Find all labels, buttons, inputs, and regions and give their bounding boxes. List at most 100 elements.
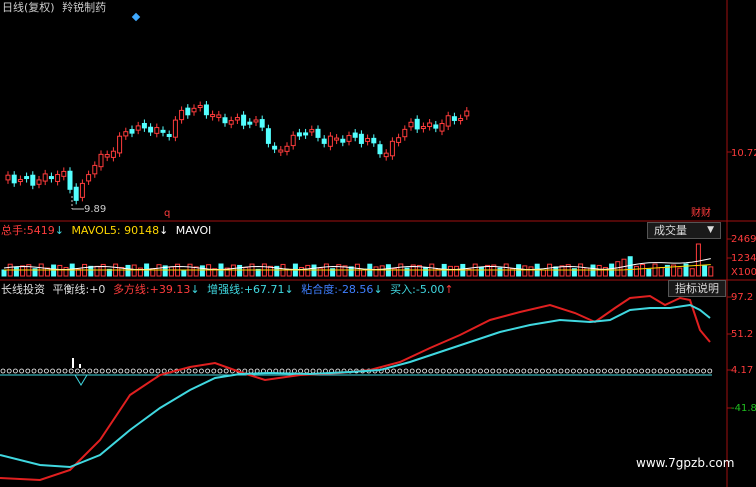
price-axis-label: 10.72 bbox=[731, 148, 756, 159]
candle-body bbox=[259, 119, 265, 128]
indicator-name[interactable]: 长线投资 bbox=[1, 283, 45, 296]
volume-bar bbox=[553, 266, 559, 277]
balance-dot bbox=[595, 368, 601, 374]
indicator-axis-label: 97.2 bbox=[731, 292, 754, 303]
volume-bar bbox=[528, 266, 534, 277]
candle-body bbox=[98, 153, 104, 168]
candle-body bbox=[439, 123, 445, 132]
candle-body bbox=[346, 135, 352, 142]
period-label[interactable]: 日线(复权) bbox=[2, 1, 55, 14]
volume-indicator-tab[interactable]: 成交量 ▼ bbox=[647, 222, 721, 239]
volume-bar bbox=[671, 264, 677, 277]
candle-body bbox=[17, 179, 23, 183]
balance-dot bbox=[670, 368, 675, 374]
balance-dot bbox=[316, 368, 322, 374]
candle-body bbox=[185, 107, 191, 116]
balance-dot bbox=[564, 368, 570, 374]
balance-dot bbox=[552, 368, 558, 374]
down-arrow-icon: ↓ bbox=[190, 283, 200, 296]
candle-body bbox=[396, 137, 402, 143]
volume-bar bbox=[199, 265, 205, 277]
candle-body bbox=[135, 125, 141, 131]
volume-bar bbox=[640, 263, 646, 277]
balance-dot bbox=[186, 368, 192, 374]
candle-body bbox=[402, 128, 408, 138]
balance-dot bbox=[440, 368, 446, 374]
balance-dot bbox=[633, 368, 638, 374]
candle-body bbox=[290, 134, 296, 147]
balance-dot bbox=[0, 368, 6, 374]
balance-dot bbox=[50, 368, 55, 374]
balance-dot bbox=[409, 368, 415, 374]
balance-dot bbox=[87, 368, 93, 374]
balance-dot bbox=[44, 368, 49, 374]
balance-dot bbox=[620, 368, 626, 374]
down-arrow-icon: ↓ bbox=[159, 224, 169, 237]
candle-body bbox=[371, 137, 377, 144]
candle-body bbox=[241, 114, 247, 126]
volume-bar bbox=[646, 268, 652, 277]
indicator-help-button[interactable]: 指标说明 bbox=[668, 280, 726, 297]
balance-dot bbox=[422, 368, 428, 374]
candle-body bbox=[445, 115, 451, 127]
candle-body bbox=[160, 129, 166, 133]
balance-dot bbox=[143, 368, 149, 374]
volume-bar bbox=[44, 267, 50, 277]
bull-value: +39.13 bbox=[149, 283, 191, 296]
candle-body bbox=[451, 116, 457, 121]
balance-dot bbox=[589, 368, 595, 374]
candle-body bbox=[154, 127, 160, 134]
candle-body bbox=[110, 150, 116, 158]
volume-bar bbox=[410, 264, 416, 277]
volume-bar bbox=[596, 264, 602, 277]
balance-dot bbox=[81, 368, 86, 374]
buy-signal-mark bbox=[74, 374, 88, 386]
cohesion-label: 粘合度: bbox=[301, 283, 338, 296]
candle-body bbox=[30, 174, 36, 186]
total-label: 总手: bbox=[1, 224, 27, 237]
volume-bar bbox=[88, 265, 94, 277]
volume-bar bbox=[478, 266, 484, 277]
volume-bar bbox=[162, 265, 168, 277]
strength-label: 增强线: bbox=[207, 283, 244, 296]
volume-bar bbox=[13, 266, 19, 277]
volume-bar bbox=[491, 264, 497, 277]
volume-bar bbox=[404, 267, 410, 277]
balance-dot bbox=[571, 368, 576, 374]
candle-body bbox=[210, 114, 216, 118]
balance-dot bbox=[223, 368, 229, 374]
balance-dot bbox=[99, 368, 105, 374]
volume-bar bbox=[664, 264, 670, 277]
marker-q: q bbox=[164, 208, 171, 219]
balance-dot bbox=[56, 368, 62, 374]
balance-dot bbox=[130, 368, 136, 374]
candle-body bbox=[265, 128, 271, 144]
balance-dot bbox=[664, 368, 669, 374]
balance-dot bbox=[707, 368, 713, 374]
balance-dot bbox=[496, 368, 502, 374]
volume-bar bbox=[590, 264, 596, 277]
volume-bar bbox=[125, 264, 131, 277]
volume-bar bbox=[435, 268, 441, 277]
volume-bar bbox=[454, 265, 460, 277]
balance-dot bbox=[136, 368, 142, 374]
balance-dot bbox=[19, 368, 25, 374]
balance-dot bbox=[205, 368, 211, 374]
balance-dot bbox=[291, 368, 297, 374]
volume-bar bbox=[559, 265, 565, 277]
down-arrow-icon: ↓ bbox=[373, 283, 383, 296]
event-tag[interactable]: 财财 bbox=[691, 208, 711, 219]
volume-bar bbox=[181, 269, 187, 277]
balance-dot bbox=[614, 368, 620, 374]
candle-body bbox=[427, 122, 433, 128]
balance-dot bbox=[676, 368, 682, 374]
volume-bar bbox=[1, 269, 7, 277]
volume-bar bbox=[373, 266, 379, 277]
candle-body bbox=[247, 121, 253, 125]
balance-dot bbox=[477, 368, 483, 374]
volume-bar bbox=[299, 266, 305, 277]
balance-dot bbox=[403, 368, 409, 374]
candle-body bbox=[414, 118, 420, 130]
volume-bar bbox=[466, 268, 472, 277]
